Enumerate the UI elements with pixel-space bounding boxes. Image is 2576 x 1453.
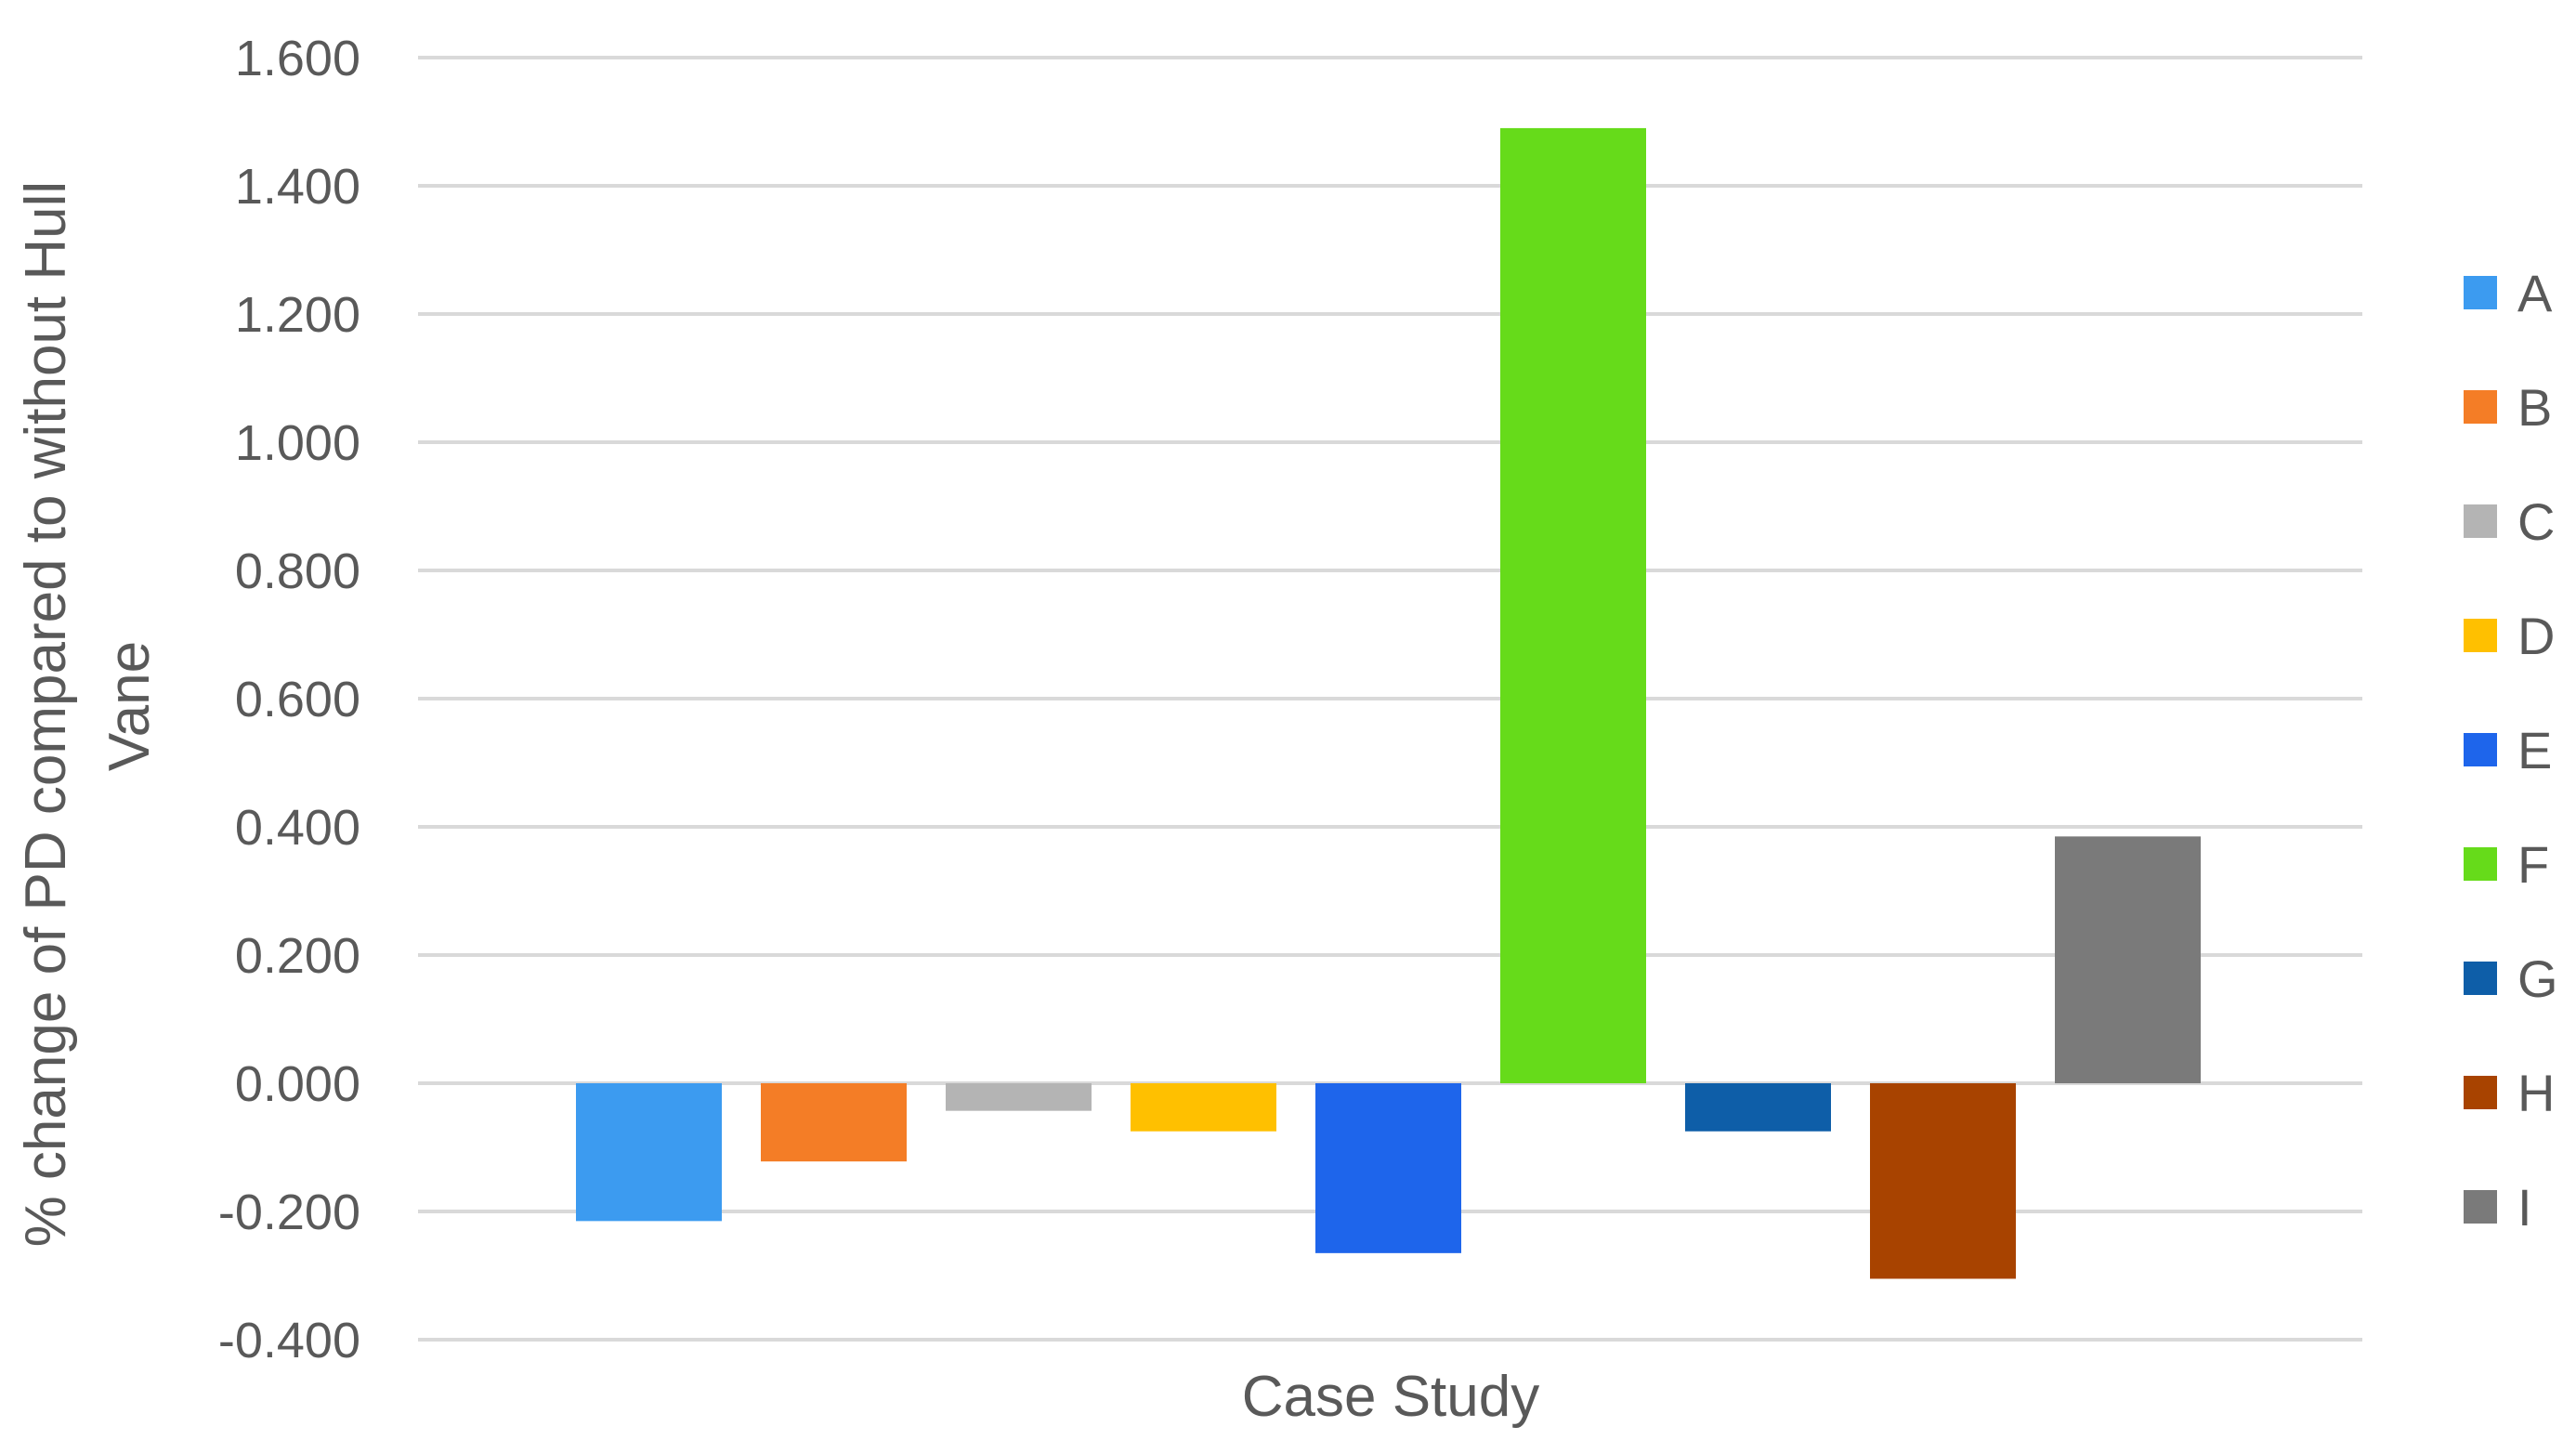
y-axis-title-line-2: Vane xyxy=(98,641,162,771)
legend-label-e: E xyxy=(2517,721,2552,779)
legend-label-b: B xyxy=(2517,378,2552,437)
legend-label-c: C xyxy=(2517,492,2555,551)
bar-f xyxy=(1500,127,1646,1083)
y-axis-title: % change of PD compared to without Hull … xyxy=(14,165,162,1248)
bar-d xyxy=(1131,1083,1276,1132)
y-tick-label: 0.800 xyxy=(235,543,360,599)
y-tick-label: 0.200 xyxy=(235,928,360,984)
legend-label-i: I xyxy=(2517,1178,2532,1237)
bar-b xyxy=(761,1083,907,1162)
bar-i xyxy=(2055,836,2201,1083)
y-tick-label: -0.400 xyxy=(218,1313,360,1368)
y-tick-label: 0.600 xyxy=(235,672,360,727)
legend-label-d: D xyxy=(2517,607,2555,665)
y-axis-title-line-1: % change of PD compared to without Hull xyxy=(14,181,78,1248)
y-axis-tick-labels: -0.400 -0.200 0.000 0.200 0.400 0.600 0.800 1.0… xyxy=(218,31,360,1368)
gridlines xyxy=(418,56,2362,1342)
bar-a xyxy=(576,1083,722,1222)
legend-swatch-g xyxy=(2464,962,2497,995)
legend-swatch-d xyxy=(2464,619,2497,652)
y-tick-label: 0.000 xyxy=(235,1056,360,1112)
bar-c xyxy=(946,1083,1092,1111)
y-tick-label: 1.000 xyxy=(235,415,360,471)
legend-swatch-i xyxy=(2464,1190,2497,1224)
legend-label-f: F xyxy=(2517,835,2549,894)
legend-label-a: A xyxy=(2517,264,2553,322)
legend-label-g: G xyxy=(2517,949,2558,1008)
legend-swatch-c xyxy=(2464,504,2497,538)
y-tick-label: 1.600 xyxy=(235,31,360,86)
legend-swatch-e xyxy=(2464,733,2497,766)
y-tick-label: 0.400 xyxy=(235,800,360,856)
legend-swatch-h xyxy=(2464,1076,2497,1109)
legend-swatch-a xyxy=(2464,276,2497,309)
legend-swatch-f xyxy=(2464,847,2497,881)
bars xyxy=(576,127,2201,1279)
legend-swatch-b xyxy=(2464,390,2497,424)
bar-g xyxy=(1685,1083,1831,1132)
y-tick-label: 1.400 xyxy=(235,159,360,215)
bar-e xyxy=(1315,1083,1461,1253)
y-tick-label: 1.200 xyxy=(235,287,360,343)
y-tick-label: -0.200 xyxy=(218,1185,360,1240)
legend-label-h: H xyxy=(2517,1064,2555,1122)
x-axis-title: Case Study xyxy=(1242,1365,1540,1429)
bar-h xyxy=(1870,1083,2016,1279)
